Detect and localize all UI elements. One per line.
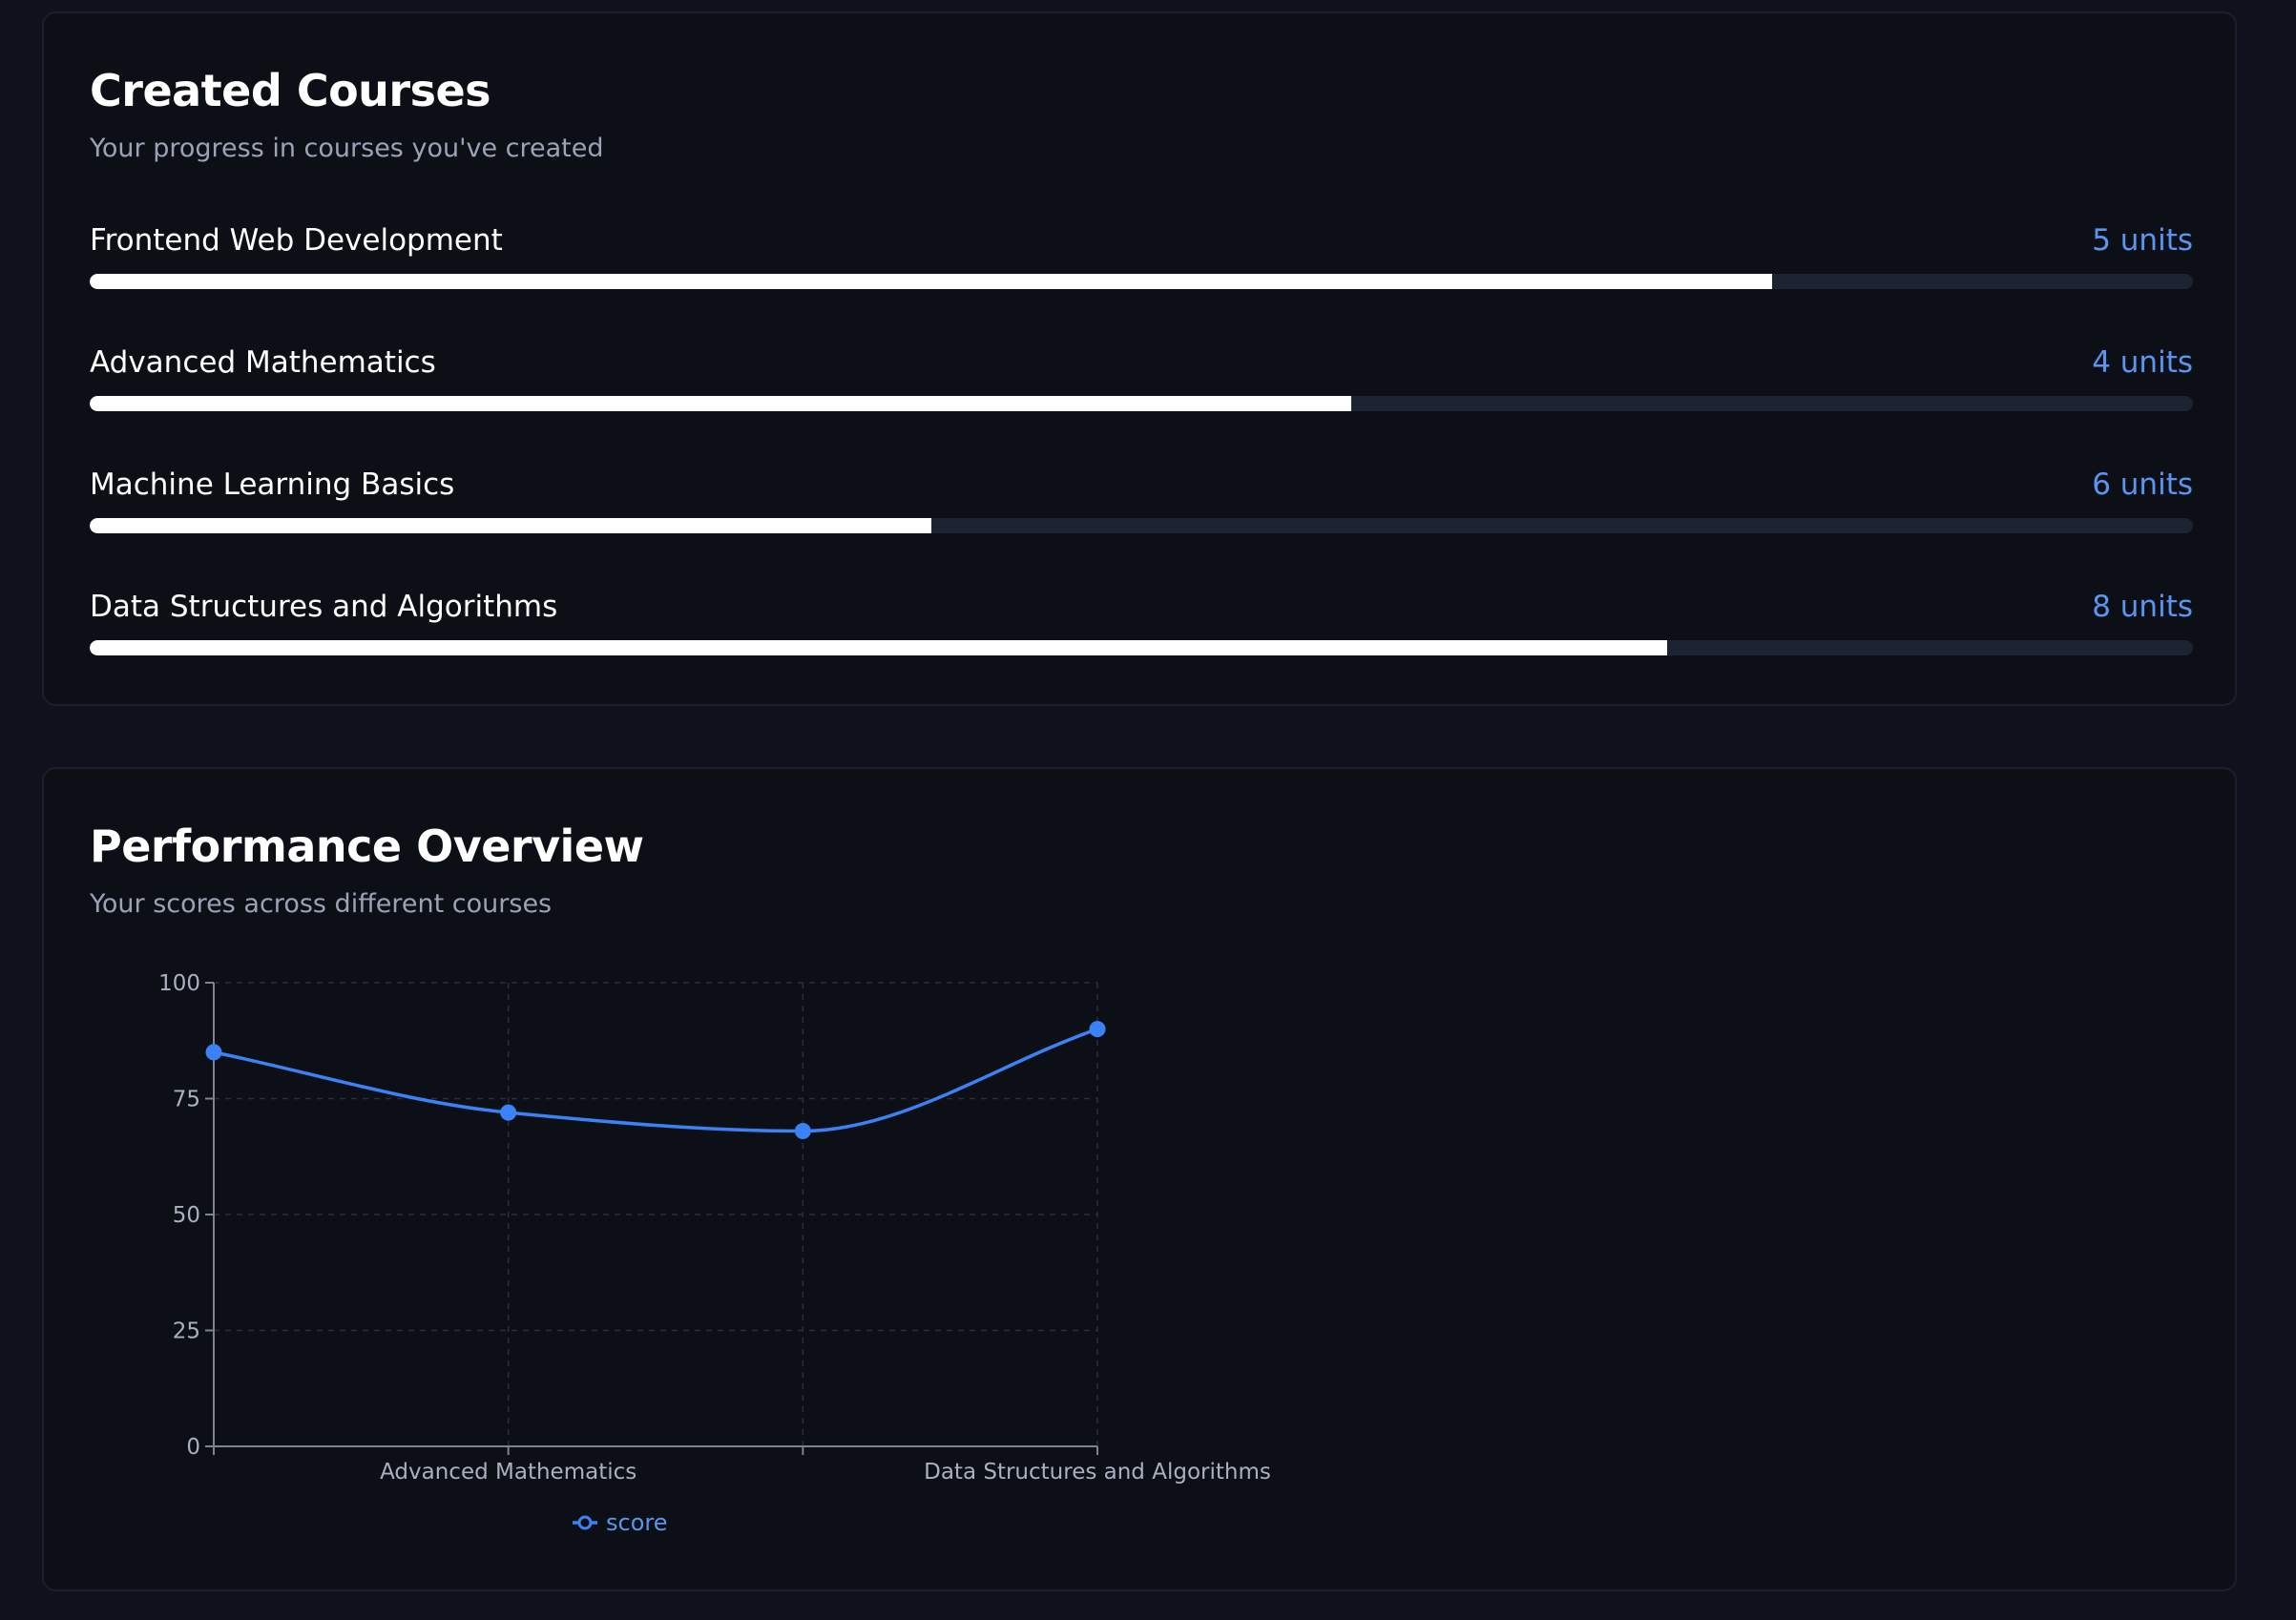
course-row[interactable]: Advanced Mathematics 4 units (90, 345, 2193, 431)
progress-track (90, 274, 2193, 289)
course-units: 4 units (2092, 345, 2193, 380)
course-name: Data Structures and Algorithms (90, 590, 558, 624)
created-courses-card: Created Courses Your progress in courses… (42, 11, 2237, 706)
progress-track (90, 518, 2193, 533)
course-name: Frontend Web Development (90, 223, 503, 258)
y-tick-label: 75 (173, 1088, 200, 1112)
series-line-score (213, 1027, 1098, 1133)
y-tick-label: 0 (186, 1435, 200, 1460)
course-row[interactable]: Machine Learning Basics 6 units (90, 467, 2193, 553)
legend-label: score (606, 1509, 668, 1536)
created-courses-title: Created Courses (90, 65, 491, 116)
course-units: 6 units (2092, 467, 2193, 502)
progress-track (90, 640, 2193, 655)
chart-axes (213, 983, 1097, 1447)
course-name: Advanced Mathematics (90, 345, 436, 380)
course-units: 5 units (2092, 223, 2193, 258)
course-row[interactable]: Frontend Web Development 5 units (90, 223, 2193, 309)
chart-legend[interactable]: score (573, 1509, 668, 1536)
legend-marker-icon (577, 1515, 593, 1530)
y-tick-label: 100 (158, 971, 200, 996)
course-row[interactable]: Data Structures and Algorithms 8 units (90, 590, 2193, 675)
progress-fill (90, 640, 1667, 655)
chart-grid (214, 982, 1098, 1446)
y-axis-ticks: 0 25 50 75 100 (158, 971, 214, 1460)
progress-fill (90, 518, 931, 533)
progress-fill (90, 396, 1352, 411)
data-point (1089, 1021, 1106, 1038)
progress-track (90, 396, 2193, 411)
x-tick-label: Advanced Mathematics (380, 1460, 637, 1485)
data-point (500, 1104, 517, 1121)
data-point (205, 1044, 222, 1061)
y-tick-label: 25 (173, 1319, 200, 1344)
chart-series (205, 1021, 1106, 1140)
data-point (794, 1123, 811, 1140)
course-name: Machine Learning Basics (90, 467, 455, 502)
performance-subtitle: Your scores across different courses (90, 889, 553, 919)
performance-overview-card: Performance Overview Your scores across … (42, 767, 2237, 1591)
x-axis-ticks: Advanced Mathematics Data Structures and … (213, 1446, 1271, 1485)
course-units: 8 units (2092, 590, 2193, 624)
y-tick-label: 50 (173, 1203, 200, 1228)
performance-title: Performance Overview (90, 820, 644, 872)
progress-fill (90, 274, 1773, 289)
created-courses-subtitle: Your progress in courses you've created (90, 134, 604, 163)
x-tick-label: Data Structures and Algorithms (924, 1460, 1271, 1485)
performance-line-chart: 0 25 50 75 100 Advanced Mathematics Data Stru… (158, 971, 1271, 1536)
